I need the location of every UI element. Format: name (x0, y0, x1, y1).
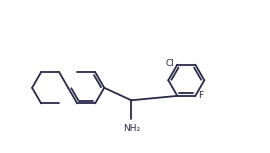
Text: NH₂: NH₂ (123, 124, 140, 132)
Text: Cl: Cl (166, 59, 174, 68)
Text: F: F (198, 91, 204, 100)
